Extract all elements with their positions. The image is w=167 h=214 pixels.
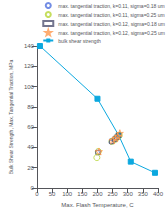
svg-text:60: 60 bbox=[27, 124, 34, 130]
svg-text:Max. Flash Temperature, C: Max. Flash Temperature, C bbox=[61, 202, 134, 208]
svg-text:max. tangential traction, k=0.: max. tangential traction, k=0.12, sigma=… bbox=[58, 30, 165, 36]
svg-text:350: 350 bbox=[138, 191, 149, 197]
svg-text:120: 120 bbox=[24, 63, 35, 69]
svg-text:max. tangential traction, k=0.: max. tangential traction, k=0.11, sigma=… bbox=[58, 12, 164, 18]
svg-text:40: 40 bbox=[27, 144, 34, 150]
svg-text:bulk shear strength: bulk shear strength bbox=[58, 38, 101, 44]
svg-text:20: 20 bbox=[27, 165, 34, 171]
svg-text:200: 200 bbox=[92, 191, 103, 197]
svg-text:100: 100 bbox=[24, 84, 35, 90]
svg-text:0: 0 bbox=[35, 191, 39, 197]
svg-text:0: 0 bbox=[31, 185, 35, 191]
svg-text:max. tangential traction, k=0.: max. tangential traction, k=0.11, sigma=… bbox=[58, 3, 164, 9]
svg-text:Bulk Shear Strength, Max. Tang: Bulk Shear Strength, Max. Tangential Tra… bbox=[8, 59, 14, 174]
svg-text:300: 300 bbox=[123, 191, 134, 197]
svg-text:50: 50 bbox=[49, 191, 56, 197]
svg-text:150: 150 bbox=[77, 191, 88, 197]
svg-text:140: 140 bbox=[24, 43, 35, 49]
svg-text:max. tangential traction, k=0.: max. tangential traction, k=0.12, sigma=… bbox=[58, 21, 165, 27]
svg-text:400: 400 bbox=[153, 191, 164, 197]
svg-text:80: 80 bbox=[27, 104, 34, 110]
svg-text:250: 250 bbox=[108, 191, 119, 197]
svg-text:100: 100 bbox=[62, 191, 73, 197]
